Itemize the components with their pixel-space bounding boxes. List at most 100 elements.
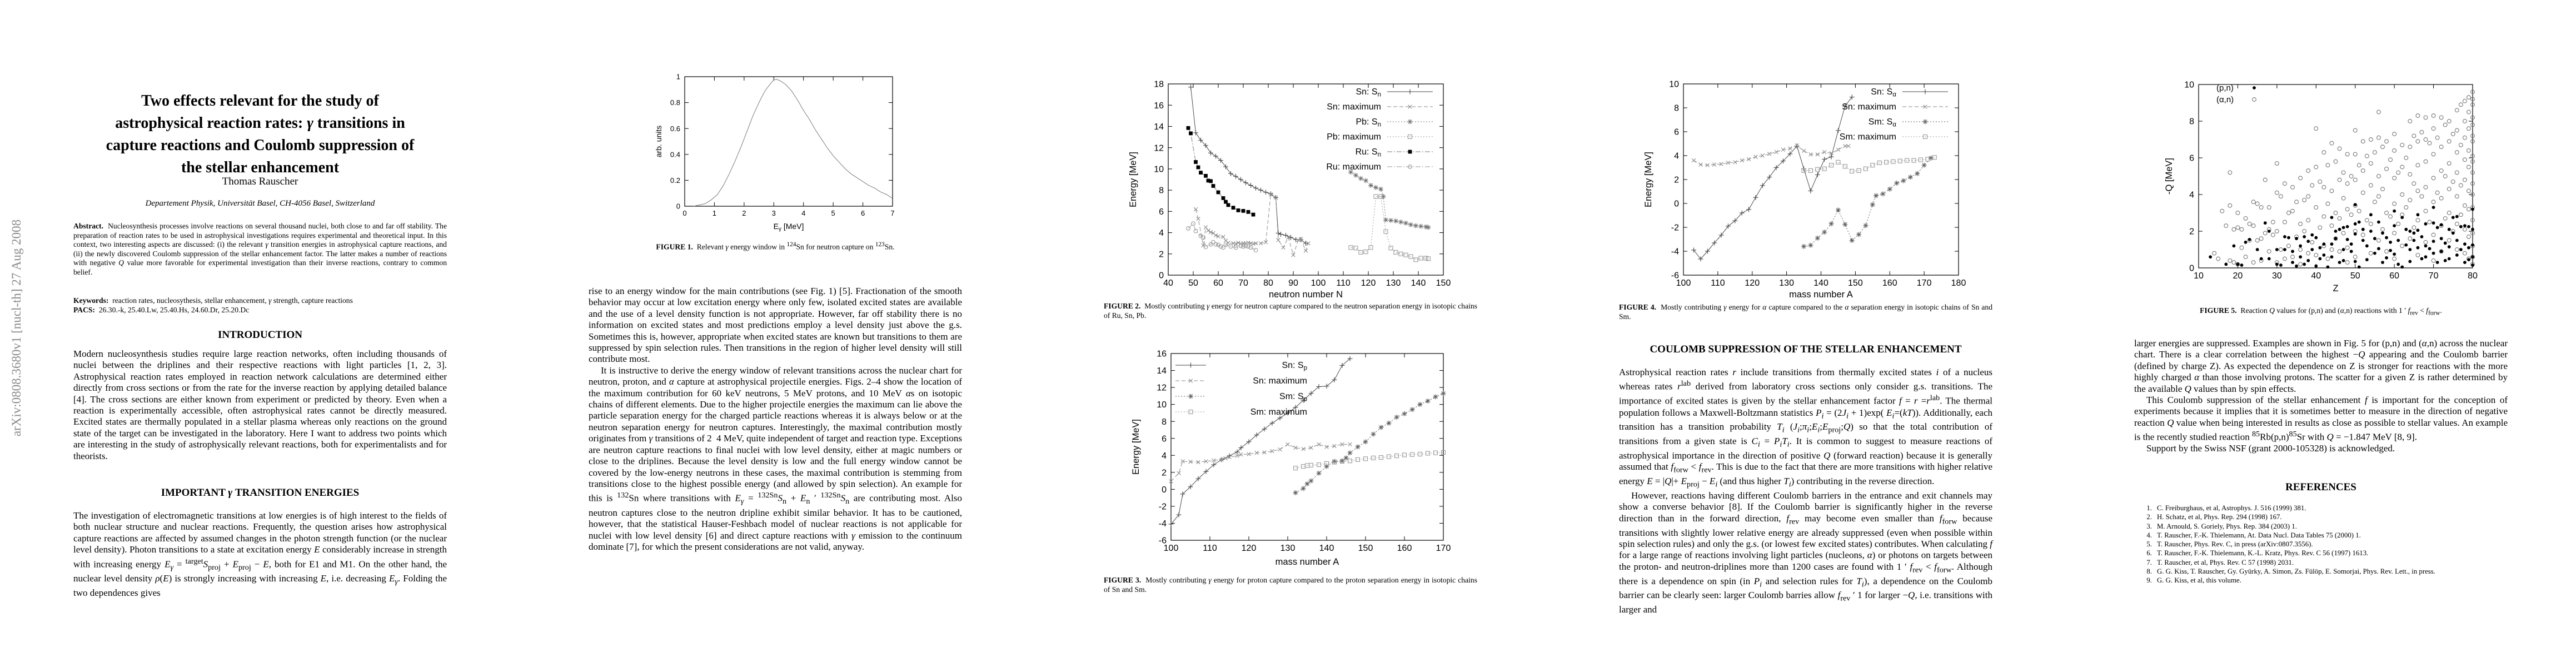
svg-text:0.2: 0.2 bbox=[670, 176, 680, 185]
svg-text:120: 120 bbox=[1361, 278, 1376, 288]
svg-text:Eγ​ [MeV]: Eγ​ [MeV] bbox=[774, 222, 804, 232]
svg-text:Energy [MeV]: Energy [MeV] bbox=[1128, 152, 1138, 207]
svg-text:arb. units: arb. units bbox=[654, 126, 663, 158]
svg-text:80: 80 bbox=[1263, 278, 1273, 288]
svg-text:100: 100 bbox=[1311, 278, 1326, 288]
svg-text:120: 120 bbox=[1745, 278, 1760, 288]
svg-text:Sn: Sp​: Sn: Sp​ bbox=[1282, 361, 1307, 372]
svg-text:130: 130 bbox=[1386, 278, 1401, 288]
svg-text:Energy [MeV]: Energy [MeV] bbox=[1643, 152, 1653, 207]
figure4-plot: 100 110 120 130 140 150 160 170 180 -6 -4 -2 0 2 4 6 8 10… bbox=[1571, 56, 1985, 311]
svg-text:8: 8 bbox=[1162, 417, 1167, 427]
svg-text:70: 70 bbox=[2429, 271, 2439, 281]
svg-text:Sn: Sn​: Sn: Sn​ bbox=[1356, 87, 1381, 98]
reference-number: 7. bbox=[2146, 558, 2152, 566]
svg-text:130: 130 bbox=[1779, 278, 1794, 288]
svg-text:10: 10 bbox=[1154, 165, 1164, 174]
page5-text: larger energies are suppressed. Examples… bbox=[2134, 338, 2508, 455]
svg-text:(α,n): (α,n) bbox=[2216, 95, 2234, 104]
svg-text:50: 50 bbox=[1188, 278, 1198, 288]
page5-paragraph-2: This Coulomb suppression of the stellar … bbox=[2134, 395, 2508, 442]
svg-text:18: 18 bbox=[1154, 80, 1164, 89]
reference-text: T. Rauscher, Phys. Rev. C, in press (arX… bbox=[2157, 540, 2313, 549]
reference-text: T. Rauscher, F.-K. Thielemann, K.-L. Kra… bbox=[2157, 549, 2369, 558]
svg-text:6: 6 bbox=[1162, 434, 1167, 444]
svg-text:2: 2 bbox=[2189, 227, 2194, 237]
svg-text:40: 40 bbox=[2311, 271, 2321, 281]
svg-text:100: 100 bbox=[1164, 544, 1179, 553]
arxiv-stamp: arXiv:0808.3680v1 [nucl-th] 27 Aug 2008 bbox=[9, 219, 23, 437]
svg-text:-6: -6 bbox=[1159, 536, 1167, 546]
svg-text:140: 140 bbox=[1813, 278, 1828, 288]
svg-text:8: 8 bbox=[2189, 117, 2194, 127]
svg-text:110: 110 bbox=[1203, 544, 1217, 553]
svg-text:-2: -2 bbox=[1671, 223, 1679, 233]
reference-number: 6. bbox=[2146, 549, 2152, 558]
svg-text:10: 10 bbox=[1157, 400, 1167, 410]
svg-text:110: 110 bbox=[1711, 278, 1725, 288]
affiliation: Departement Physik, Universität Basel, C… bbox=[145, 199, 375, 208]
svg-text:8: 8 bbox=[1674, 104, 1679, 113]
svg-text:8: 8 bbox=[1159, 186, 1164, 196]
page-title: Two effects relevant for the study of ast… bbox=[106, 92, 415, 176]
reference-text: G. G. Kiss, et al, this volume. bbox=[2157, 576, 2241, 585]
svg-text:(p,n): (p,n) bbox=[2216, 83, 2234, 93]
svg-text:150: 150 bbox=[1358, 544, 1373, 553]
page4-paragraph-1: Astrophysical reaction rates r include t… bbox=[1619, 367, 1993, 489]
svg-text:6: 6 bbox=[1674, 128, 1679, 137]
page2-paragraph-1: rise to an energy window for the main co… bbox=[589, 286, 962, 365]
reference-number: 8. bbox=[2146, 568, 2152, 576]
section-heading-references: REFERENCES bbox=[2285, 481, 2356, 493]
page4-text: Astrophysical reaction rates r include t… bbox=[1619, 367, 1992, 616]
svg-text:2: 2 bbox=[1159, 250, 1164, 259]
svg-text:6: 6 bbox=[2189, 154, 2194, 163]
svg-text:Pb: maximum: Pb: maximum bbox=[1327, 132, 1381, 142]
svg-text:6: 6 bbox=[861, 209, 865, 217]
intro-paragraph: Modern nucleosynthesis studies require l… bbox=[73, 349, 447, 461]
svg-text:Energy [MeV]: Energy [MeV] bbox=[1131, 419, 1141, 475]
section-heading-gamma-energies: IMPORTANT γ TRANSITION ENERGIES bbox=[161, 487, 360, 499]
svg-text:-6: -6 bbox=[1671, 271, 1679, 281]
svg-text:140: 140 bbox=[1319, 544, 1334, 553]
svg-text:140: 140 bbox=[1411, 278, 1426, 288]
svg-text:0: 0 bbox=[1159, 271, 1164, 281]
svg-text:-Q [MeV]: -Q [MeV] bbox=[2164, 158, 2174, 195]
reference-number: 2. bbox=[2146, 513, 2152, 521]
svg-text:14: 14 bbox=[1154, 122, 1164, 132]
gamma-energies-paragraph: The investigation of electromagnetic tra… bbox=[73, 510, 447, 598]
reference-text: C. Freiburghaus, et al, Astrophys. J. 51… bbox=[2157, 504, 2306, 512]
keywords-line: Keywords: reaction rates, nucleosythesis… bbox=[73, 296, 353, 305]
svg-text:Sn: maximum: Sn: maximum bbox=[1327, 102, 1381, 112]
reference-text: M. Arnould, S. Goriely, Phys. Rep. 384 (… bbox=[2157, 522, 2297, 530]
svg-text:Sm: Sp​: Sm: Sp​ bbox=[1279, 392, 1307, 403]
svg-text:Sm: maximum: Sm: maximum bbox=[1250, 407, 1307, 417]
reference-text: H. Schatz, et al, Phys. Rep. 294 (1998) … bbox=[2157, 513, 2282, 521]
svg-text:180: 180 bbox=[1951, 278, 1966, 288]
figure3-plot: 100 110 120 130 140 150 160 170 -6 -4 -2 0 2 4 6 8 10 12 1… bbox=[1056, 334, 1470, 586]
svg-text:Sn: maximum: Sn: maximum bbox=[1253, 376, 1307, 386]
svg-text:10: 10 bbox=[2184, 81, 2194, 90]
figure2-caption: FIGURE 2. Mostly contributing γ energy f… bbox=[1104, 302, 1477, 320]
reference-number: 1. bbox=[2146, 504, 2152, 512]
figure3-caption: FIGURE 3. Mostly contributing γ energy f… bbox=[1104, 576, 1477, 594]
reference-number: 5. bbox=[2146, 540, 2152, 549]
svg-text:Sn: maximum: Sn: maximum bbox=[1842, 102, 1896, 112]
reference-item: 7. T. Rauscher, et al, Phys. Rev. C 57 (1… bbox=[2139, 558, 2505, 567]
svg-text:170: 170 bbox=[1917, 278, 1932, 288]
figure1-caption: FIGURE 1. Relevant γ energy window in 12… bbox=[656, 241, 895, 251]
svg-text:Sm: Sα​: Sm: Sα​ bbox=[1869, 117, 1897, 128]
page2-text: rise to an energy window for the main co… bbox=[589, 286, 962, 552]
references-list: 1. C. Freiburghaus, et al, Astrophys. J. … bbox=[2139, 504, 2505, 585]
page4-paragraph-2: However, reactions having different Coul… bbox=[1619, 490, 1992, 615]
svg-text:0: 0 bbox=[2189, 264, 2194, 273]
svg-text:4: 4 bbox=[1674, 152, 1679, 161]
reference-text: T. Rauscher, F.-K. Thielemann, At. Data … bbox=[2157, 531, 2361, 539]
svg-text:2: 2 bbox=[1162, 468, 1167, 477]
figure1-plot: 0 1 2 3 4 5 6 7 0 0.2 0.4 0.6 0.8 1 Eγ​ [MeV] arb. unit… bbox=[611, 64, 923, 256]
svg-text:30: 30 bbox=[2272, 271, 2282, 281]
svg-text:Z: Z bbox=[2333, 283, 2338, 293]
svg-text:150: 150 bbox=[1848, 278, 1863, 288]
svg-text:-4: -4 bbox=[1159, 519, 1167, 529]
svg-text:Pb: Sn​: Pb: Sn​ bbox=[1356, 117, 1381, 128]
